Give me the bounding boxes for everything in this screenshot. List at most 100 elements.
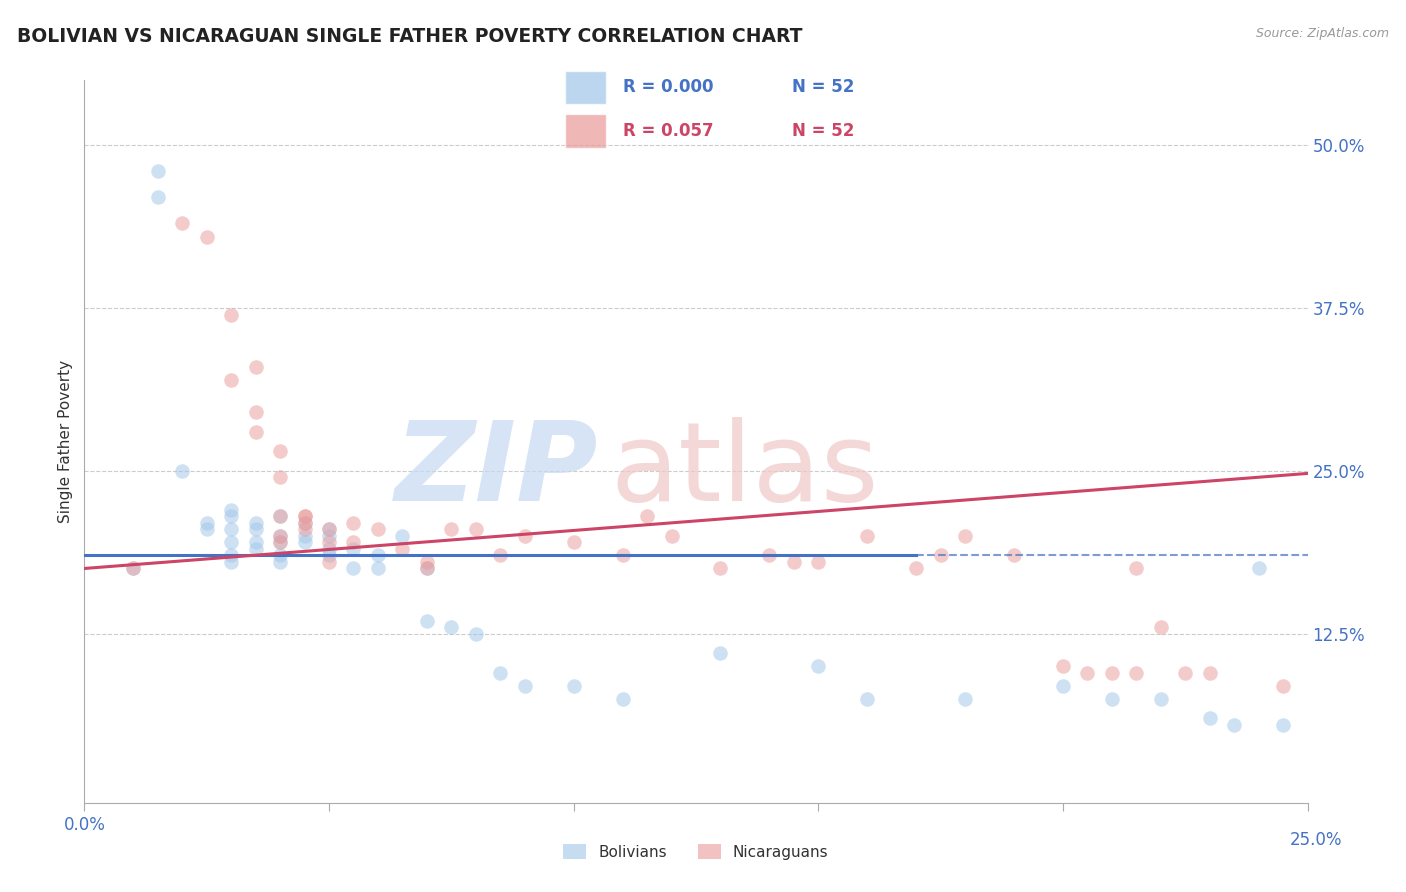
Text: 25.0%: 25.0%	[1291, 831, 1343, 849]
Point	[219, 549, 242, 563]
Point	[1101, 691, 1123, 706]
Point	[318, 523, 340, 537]
Point	[245, 541, 267, 556]
Point	[294, 509, 316, 524]
Point	[318, 523, 340, 537]
Point	[513, 529, 536, 543]
Point	[562, 679, 585, 693]
Point	[513, 679, 536, 693]
Point	[367, 561, 389, 575]
Point	[146, 164, 169, 178]
Point	[1223, 717, 1246, 731]
Point	[318, 541, 340, 556]
Text: N = 52: N = 52	[792, 78, 853, 96]
Point	[416, 561, 439, 575]
Text: atlas: atlas	[610, 417, 879, 524]
Point	[440, 523, 463, 537]
Point	[146, 190, 169, 204]
Point	[636, 509, 658, 524]
Text: Source: ZipAtlas.com: Source: ZipAtlas.com	[1256, 27, 1389, 40]
Point	[269, 549, 291, 563]
Point	[269, 535, 291, 549]
Point	[342, 561, 364, 575]
Point	[709, 646, 731, 660]
Point	[489, 665, 512, 680]
Point	[953, 691, 976, 706]
Point	[342, 541, 364, 556]
Point	[172, 464, 194, 478]
Point	[661, 529, 683, 543]
Point	[612, 691, 634, 706]
Point	[856, 529, 879, 543]
Point	[269, 509, 291, 524]
Point	[905, 561, 928, 575]
Point	[1272, 679, 1295, 693]
Y-axis label: Single Father Poverty: Single Father Poverty	[58, 360, 73, 523]
Point	[245, 359, 267, 374]
Point	[367, 549, 389, 563]
Point	[245, 516, 267, 530]
Point	[294, 516, 316, 530]
Point	[245, 425, 267, 439]
Point	[1272, 717, 1295, 731]
Point	[219, 373, 242, 387]
Point	[367, 523, 389, 537]
Point	[1198, 711, 1220, 725]
Point	[219, 503, 242, 517]
Point	[195, 229, 218, 244]
Point	[294, 535, 316, 549]
Point	[856, 691, 879, 706]
Text: R = 0.057: R = 0.057	[623, 122, 713, 140]
Point	[219, 523, 242, 537]
Point	[1052, 679, 1074, 693]
Point	[783, 555, 806, 569]
Bar	[565, 114, 606, 148]
Point	[318, 549, 340, 563]
Point	[195, 523, 218, 537]
Point	[122, 561, 145, 575]
Point	[391, 529, 413, 543]
Bar	[565, 70, 606, 104]
Point	[219, 555, 242, 569]
Point	[269, 555, 291, 569]
Point	[1150, 620, 1173, 634]
Point	[269, 535, 291, 549]
Point	[342, 535, 364, 549]
Point	[416, 561, 439, 575]
Point	[245, 523, 267, 537]
Point	[464, 523, 486, 537]
Point	[219, 535, 242, 549]
Legend: Bolivians, Nicaraguans: Bolivians, Nicaraguans	[555, 836, 837, 867]
Point	[929, 549, 952, 563]
Point	[1174, 665, 1197, 680]
Text: ZIP: ZIP	[395, 417, 598, 524]
Point	[1101, 665, 1123, 680]
Text: BOLIVIAN VS NICARAGUAN SINGLE FATHER POVERTY CORRELATION CHART: BOLIVIAN VS NICARAGUAN SINGLE FATHER POV…	[17, 27, 803, 45]
Point	[245, 405, 267, 419]
Point	[1125, 561, 1147, 575]
Point	[1002, 549, 1025, 563]
Point	[269, 529, 291, 543]
Point	[122, 561, 145, 575]
Point	[318, 535, 340, 549]
Point	[416, 555, 439, 569]
Point	[1125, 665, 1147, 680]
Point	[294, 509, 316, 524]
Point	[953, 529, 976, 543]
Point	[269, 444, 291, 458]
Point	[612, 549, 634, 563]
Point	[807, 555, 830, 569]
Point	[464, 626, 486, 640]
Point	[219, 509, 242, 524]
Point	[245, 535, 267, 549]
Point	[1150, 691, 1173, 706]
Point	[219, 308, 242, 322]
Text: R = 0.000: R = 0.000	[623, 78, 713, 96]
Point	[269, 509, 291, 524]
Point	[1052, 659, 1074, 673]
Point	[318, 529, 340, 543]
Point	[440, 620, 463, 634]
Point	[294, 516, 316, 530]
Point	[758, 549, 780, 563]
Text: N = 52: N = 52	[792, 122, 853, 140]
